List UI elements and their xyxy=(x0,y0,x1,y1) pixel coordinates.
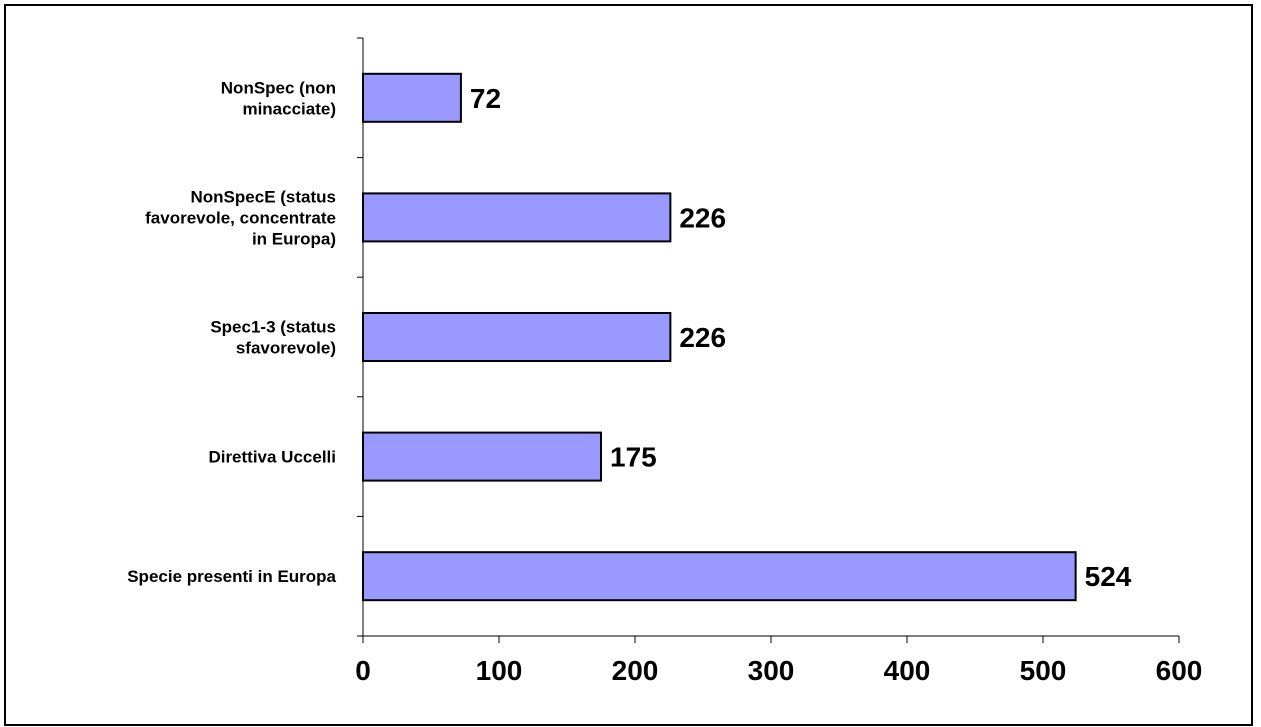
data-label: 72 xyxy=(470,83,501,114)
bar xyxy=(362,312,672,362)
bar xyxy=(362,72,462,123)
category-label-line: NonSpecE (status xyxy=(191,187,336,206)
chart-frame xyxy=(4,4,1253,726)
category-label: NonSpecE (status favorevole, concentrate i… xyxy=(145,187,336,248)
category-label-line: Direttiva Uccelli xyxy=(208,448,336,467)
x-tick-label: 400 xyxy=(884,655,931,686)
bar xyxy=(362,192,672,243)
x-tick-labels: 0 100 200 300 400 500 600 xyxy=(355,655,1202,686)
category-label-line: NonSpec (non xyxy=(221,78,336,97)
category-label-line: in Europa) xyxy=(252,229,336,248)
data-label: 524 xyxy=(1085,561,1132,592)
data-label: 226 xyxy=(679,322,726,353)
x-tick-label: 600 xyxy=(1156,655,1203,686)
category-label-line: favorevole, concentrate xyxy=(145,208,336,227)
category-label-line: sfavorevole) xyxy=(236,339,336,358)
category-label-line: Specie presenti in Europa xyxy=(127,567,336,586)
category-label-line: Spec1-3 (status xyxy=(210,318,336,337)
category-labels: NonSpec (non minacciate) NonSpecE (status f… xyxy=(127,78,336,586)
bar xyxy=(362,551,1077,602)
x-tick-label: 300 xyxy=(748,655,795,686)
category-label: NonSpec (non minacciate) xyxy=(221,78,336,118)
category-label: Spec1-3 (status sfavorevole) xyxy=(210,318,336,358)
x-tick-label: 100 xyxy=(476,655,523,686)
category-label-line: minacciate) xyxy=(242,99,336,118)
data-label: 175 xyxy=(610,442,657,473)
chart-bars xyxy=(362,72,1077,602)
value-labels: 72 226 226 175 524 xyxy=(470,83,1132,592)
category-label: Specie presenti in Europa xyxy=(127,567,336,586)
bar xyxy=(362,431,602,482)
x-tick-label: 500 xyxy=(1020,655,1067,686)
data-label: 226 xyxy=(679,202,726,233)
x-tick-label: 200 xyxy=(612,655,659,686)
x-tick-label: 0 xyxy=(355,655,371,686)
category-label: Direttiva Uccelli xyxy=(208,448,336,467)
